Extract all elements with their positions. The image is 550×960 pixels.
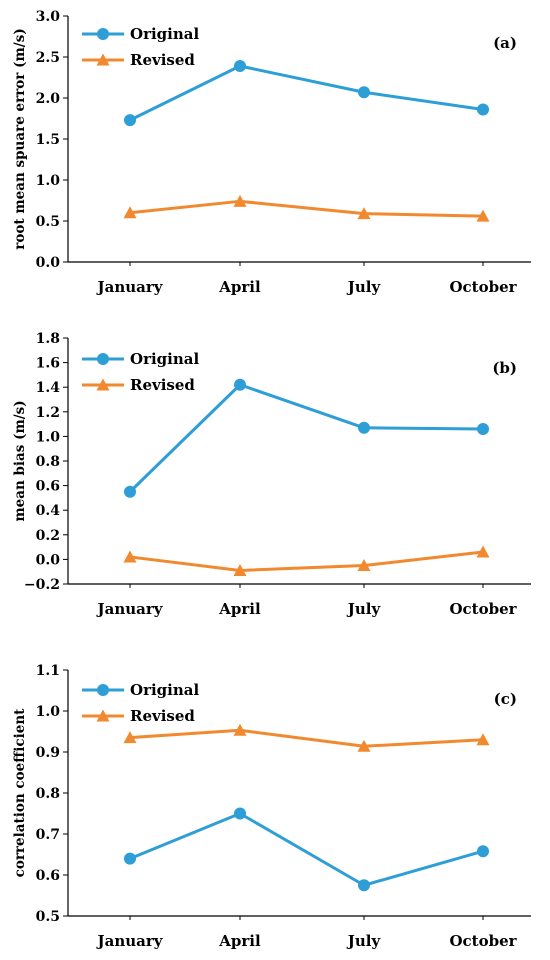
y-tick-label: 0.7	[36, 827, 60, 843]
panel-1: 0.0 0.5 1.0 1.5 2.0 2.5 3.0 January April July Oct…	[12, 9, 531, 296]
x-tick-label: January	[96, 600, 164, 618]
legend-marker-original	[97, 353, 109, 365]
data-point-revised	[233, 723, 247, 736]
y-tick-label: 1.0	[36, 429, 61, 445]
data-point-original	[477, 103, 489, 116]
data-point-original	[234, 60, 246, 73]
x-tick-label: July	[346, 932, 382, 950]
panel-2: −0.2 0.0 0.2 0.4 0.6 0.8 1.0 1.2 1.4 1.6 1.8 Januar…	[12, 331, 531, 618]
legend-marker-original	[97, 28, 109, 40]
series-line-original	[129, 812, 484, 887]
y-tick-label: 0.8	[36, 454, 60, 470]
data-point-revised	[233, 194, 247, 207]
y-tick-label: 0.2	[36, 528, 60, 544]
data-point-original	[358, 86, 370, 99]
x-tick-label: January	[96, 932, 164, 950]
series-line-revised	[129, 550, 484, 572]
data-point-revised	[233, 563, 247, 576]
x-tick-label: April	[218, 932, 261, 950]
data-point-original	[358, 421, 370, 434]
legend-marker-revised	[96, 378, 110, 391]
data-point-original	[477, 423, 489, 436]
data-point-original	[124, 114, 136, 127]
data-point-revised	[357, 739, 371, 752]
legend-label-revised: Revised	[130, 51, 195, 69]
data-point-revised	[476, 545, 490, 558]
x-tick-label: January	[96, 278, 164, 296]
y-tick-label: 1.0	[36, 704, 61, 720]
y-tick-label: 1.6	[36, 356, 60, 372]
data-point-revised	[476, 209, 490, 222]
legend-marker-revised	[96, 53, 110, 66]
legend-marker-original	[97, 684, 109, 696]
data-point-original	[358, 879, 370, 892]
series-line-revised	[129, 199, 484, 218]
y-tick-label: −0.2	[24, 577, 60, 593]
y-tick-label: 1.8	[36, 331, 60, 347]
y-tick-label: 1.4	[36, 380, 61, 396]
series-line-original	[129, 64, 484, 122]
legend-label-original: Original	[130, 25, 199, 43]
series-line-revised	[129, 728, 484, 748]
panel-label: (c)	[494, 690, 517, 708]
x-tick-label: October	[449, 932, 517, 950]
y-tick-label: 0.6	[36, 868, 60, 884]
x-tick-label: April	[218, 278, 261, 296]
legend-label-revised: Revised	[130, 707, 195, 725]
panel-label: (a)	[493, 34, 517, 52]
data-point-revised	[123, 550, 137, 563]
y-tick-label: 1.1	[36, 663, 60, 679]
y-tick-label: 2.0	[36, 91, 61, 107]
data-point-original	[234, 378, 246, 391]
y-tick-label: 1.0	[36, 173, 61, 189]
data-point-revised	[476, 733, 490, 746]
y-tick-label: 0.4	[36, 503, 61, 519]
y-tick-label: 0.9	[36, 745, 60, 761]
y-tick-label: 0.0	[36, 552, 61, 568]
y-tick-label: 1.2	[36, 405, 60, 421]
x-tick-label: July	[346, 600, 382, 618]
legend-label-original: Original	[130, 681, 199, 699]
panel-label: (b)	[492, 359, 517, 377]
y-tick-label: 0.0	[36, 255, 61, 271]
panel-3: 0.5 0.6 0.7 0.8 0.9 1.0 1.1 January April July Oct…	[12, 663, 531, 950]
y-tick-label: 2.5	[36, 50, 60, 66]
data-point-revised	[357, 207, 371, 220]
legend-label-revised: Revised	[130, 376, 195, 394]
data-point-original	[234, 807, 246, 820]
y-tick-label: 3.0	[36, 9, 61, 25]
series-line-original	[128, 383, 484, 493]
y-axis-label: correlation coefficient	[12, 708, 28, 878]
y-tick-label: 1.5	[36, 132, 60, 148]
y-axis-label: mean bias (m/s)	[12, 400, 28, 521]
legend-label-original: Original	[130, 350, 199, 368]
y-tick-label: 0.6	[36, 479, 60, 495]
data-point-revised	[357, 559, 371, 572]
y-axis-label: root mean spuare error (m/s)	[12, 28, 28, 249]
legend-marker-revised	[96, 709, 110, 722]
x-tick-label: October	[449, 278, 517, 296]
x-tick-label: October	[449, 600, 517, 618]
data-point-original	[477, 845, 489, 858]
x-tick-label: July	[346, 278, 382, 296]
x-tick-label: April	[218, 600, 261, 618]
data-point-original	[124, 485, 136, 498]
data-point-revised	[123, 206, 137, 219]
y-tick-label: 0.8	[36, 786, 60, 802]
y-tick-label: 0.5	[36, 909, 60, 925]
data-point-original	[124, 852, 136, 865]
data-point-revised	[123, 731, 137, 744]
y-tick-label: 0.5	[36, 214, 60, 230]
